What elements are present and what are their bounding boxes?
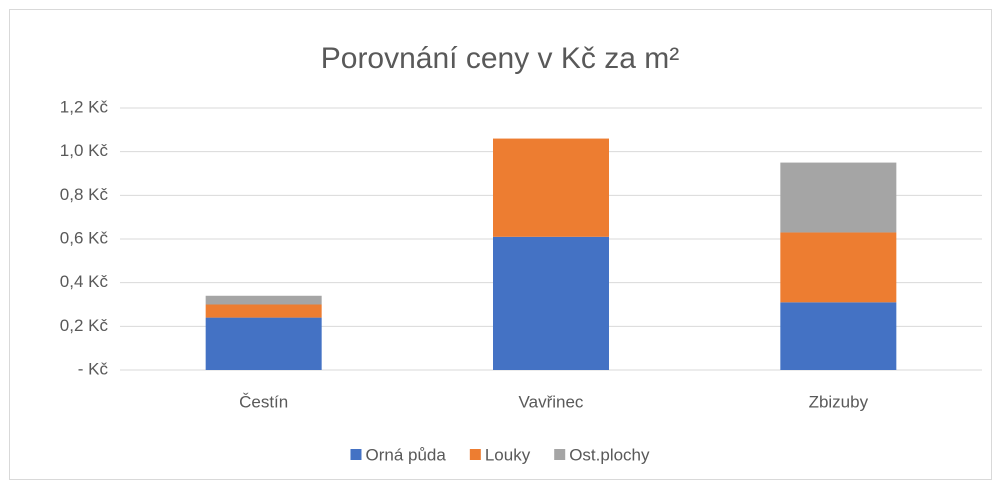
y-tick-label: - Kč [78,359,109,378]
x-tick-label: Čestín [239,392,288,411]
x-tick-label: Vavřinec [519,392,584,411]
bar-segment [205,304,322,318]
legend-swatch [554,449,566,460]
y-tick-label: 1,0 Kč [60,141,109,160]
legend-label: Orná půda [365,445,446,464]
bar-segment [780,232,897,303]
y-tick-label: 1,2 Kč [60,97,109,116]
bar-segment [205,317,322,370]
y-tick-label: 0,6 Kč [60,228,109,247]
bar-segment [493,138,609,237]
legend-label: Louky [485,445,531,464]
y-tick-label: 0,2 Kč [60,316,109,335]
y-tick-label: 0,4 Kč [60,272,109,291]
bar-segment [493,236,609,370]
bar-segment [205,295,322,305]
y-tick-label: 0,8 Kč [60,185,109,204]
x-tick-label: Zbizuby [809,392,869,411]
bar-segment [780,302,897,370]
legend-swatch [469,449,481,460]
legend-label: Ost.plochy [569,445,650,464]
bar-segment [780,162,897,233]
chart-title: Porovnání ceny v Kč za m² [321,42,679,75]
legend-swatch [350,449,362,460]
